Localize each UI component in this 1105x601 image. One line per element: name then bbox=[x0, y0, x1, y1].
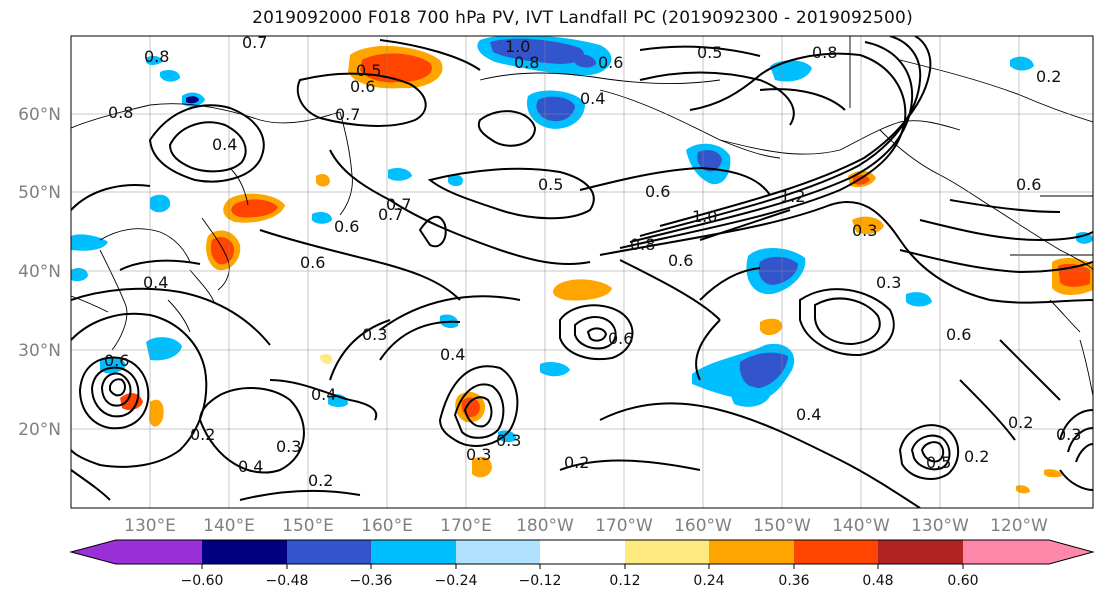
colorbar-segment bbox=[71, 540, 116, 564]
colorbar-tick-label: 0.12 bbox=[609, 573, 640, 589]
lon-label: 120°W bbox=[990, 516, 1048, 536]
ivt-contours bbox=[71, 36, 1093, 508]
contour-label: 0.6 bbox=[350, 77, 375, 96]
colorbar-segment bbox=[540, 540, 625, 564]
colorbar-segment bbox=[878, 540, 963, 564]
contour-label: 0.4 bbox=[796, 405, 821, 424]
colorbar-segment bbox=[709, 540, 794, 564]
lat-label: 20°N bbox=[18, 420, 61, 440]
contour-label: 0.6 bbox=[334, 217, 359, 236]
lat-label: 30°N bbox=[18, 341, 61, 361]
colorbar-outline bbox=[69, 539, 1095, 565]
colorbar-segment bbox=[625, 540, 709, 564]
contour-label: 1.0 bbox=[692, 207, 717, 226]
contour-label: 0.6 bbox=[645, 182, 670, 201]
lon-label: 130°W bbox=[911, 516, 969, 536]
contour-label: 0.6 bbox=[300, 253, 325, 272]
contour-label: 0.3 bbox=[496, 431, 521, 450]
contour-label: 0.7 bbox=[242, 33, 267, 52]
map-frame bbox=[70, 35, 1094, 509]
pv-negative-anomalies bbox=[71, 36, 1093, 443]
lat-label: 40°N bbox=[18, 262, 61, 282]
colorbar-tick-label: −0.12 bbox=[519, 573, 562, 589]
contour-label: 0.4 bbox=[440, 345, 465, 364]
colorbar-tick-label: −0.48 bbox=[266, 573, 309, 589]
contour-label: 0.8 bbox=[630, 235, 655, 254]
colorbar: −0.60 −0.48 −0.36 −0.24 −0.12 0.12 0.24 … bbox=[69, 539, 1095, 589]
contour-label: 0.2 bbox=[1008, 413, 1033, 432]
pv-positive-anomalies bbox=[120, 45, 1093, 494]
contour-label: 0.5 bbox=[697, 43, 722, 62]
contour-label: 0.2 bbox=[564, 453, 589, 472]
contour-label: 0.8 bbox=[812, 43, 837, 62]
contour-label: 0.3 bbox=[466, 445, 491, 464]
lon-label: 180°W bbox=[516, 516, 574, 536]
contour-label: 0.4 bbox=[238, 457, 263, 476]
colorbar-segment bbox=[371, 540, 456, 564]
lon-label: 160°E bbox=[361, 516, 413, 536]
contour-label: 0.3 bbox=[852, 221, 877, 240]
lon-label: 140°E bbox=[203, 516, 255, 536]
contour-label: 0.6 bbox=[946, 325, 971, 344]
contour-label: 1.0 bbox=[505, 37, 530, 56]
gridlines bbox=[71, 36, 1093, 508]
lon-label: 130°E bbox=[124, 516, 176, 536]
contour-label: 1.2 bbox=[780, 187, 805, 206]
contour-label: 0.4 bbox=[311, 385, 336, 404]
contour-label: 0.4 bbox=[143, 273, 168, 292]
colorbar-segment bbox=[963, 540, 1049, 564]
contour-label: 0.6 bbox=[104, 351, 129, 370]
colorbar-segment bbox=[1049, 540, 1093, 564]
contour-label: 0.6 bbox=[608, 329, 633, 348]
colorbar-segment bbox=[287, 540, 371, 564]
lon-label: 140°W bbox=[832, 516, 890, 536]
lon-label: 150°W bbox=[753, 516, 811, 536]
contour-label: 0.4 bbox=[580, 89, 605, 108]
lat-label: 50°N bbox=[18, 183, 61, 203]
colorbar-tick-label: 0.36 bbox=[778, 573, 809, 589]
contour-label: 0.8 bbox=[144, 47, 169, 66]
lon-label: 160°W bbox=[674, 516, 732, 536]
colorbar-segment bbox=[456, 540, 540, 564]
contour-label: 0.8 bbox=[108, 103, 133, 122]
lon-label: 170°W bbox=[595, 516, 653, 536]
contour-label: 0.2 bbox=[964, 447, 989, 466]
map-title: 2019092000 F018 700 hPa PV, IVT Landfall… bbox=[252, 8, 913, 28]
contour-label: 0.7 bbox=[378, 205, 403, 224]
colorbar-tick-label: −0.60 bbox=[181, 573, 224, 589]
contour-labels: 0.7 0.5 0.6 1.0 0.8 0.6 0.4 0.5 0.8 0.8 … bbox=[104, 33, 1081, 490]
contour-label: 0.6 bbox=[1016, 175, 1041, 194]
contour-label: 0.5 bbox=[926, 453, 951, 472]
colorbar-tick-label: −0.36 bbox=[350, 573, 393, 589]
lat-label: 60°N bbox=[18, 105, 61, 125]
contour-label: 0.8 bbox=[514, 53, 539, 72]
contour-label: 0.7 bbox=[386, 195, 411, 214]
contour-label: 0.5 bbox=[356, 61, 381, 80]
colorbar-segment bbox=[202, 540, 287, 564]
contour-label: 0.2 bbox=[1036, 67, 1061, 86]
coastlines bbox=[71, 36, 1093, 397]
contour-label: 0.4 bbox=[212, 135, 237, 154]
longitude-labels: 130°E 140°E 150°E 160°E 170°E 180°W 170°… bbox=[124, 516, 1048, 536]
lon-label: 170°E bbox=[440, 516, 492, 536]
colorbar-tick-label: 0.48 bbox=[862, 573, 893, 589]
contour-label: 0.7 bbox=[335, 105, 360, 124]
contour-label: 0.2 bbox=[308, 471, 333, 490]
contour-label: 0.3 bbox=[876, 273, 901, 292]
colorbar-tick-label: 0.24 bbox=[693, 573, 724, 589]
contour-label: 0.3 bbox=[1056, 425, 1081, 444]
contour-label: 0.3 bbox=[362, 325, 387, 344]
contour-label: 0.6 bbox=[668, 251, 693, 270]
colorbar-segment bbox=[116, 540, 202, 564]
contour-label: 0.2 bbox=[190, 425, 215, 444]
contour-label: 0.5 bbox=[538, 175, 563, 194]
colorbar-tick-label: −0.24 bbox=[435, 573, 478, 589]
colorbar-tick-label: 0.60 bbox=[947, 573, 978, 589]
latitude-labels: 60°N 50°N 40°N 30°N 20°N bbox=[18, 105, 61, 440]
colorbar-segment bbox=[794, 540, 878, 564]
contour-label: 0.6 bbox=[598, 53, 623, 72]
lon-label: 150°E bbox=[282, 516, 334, 536]
contour-label: 0.3 bbox=[276, 437, 301, 456]
